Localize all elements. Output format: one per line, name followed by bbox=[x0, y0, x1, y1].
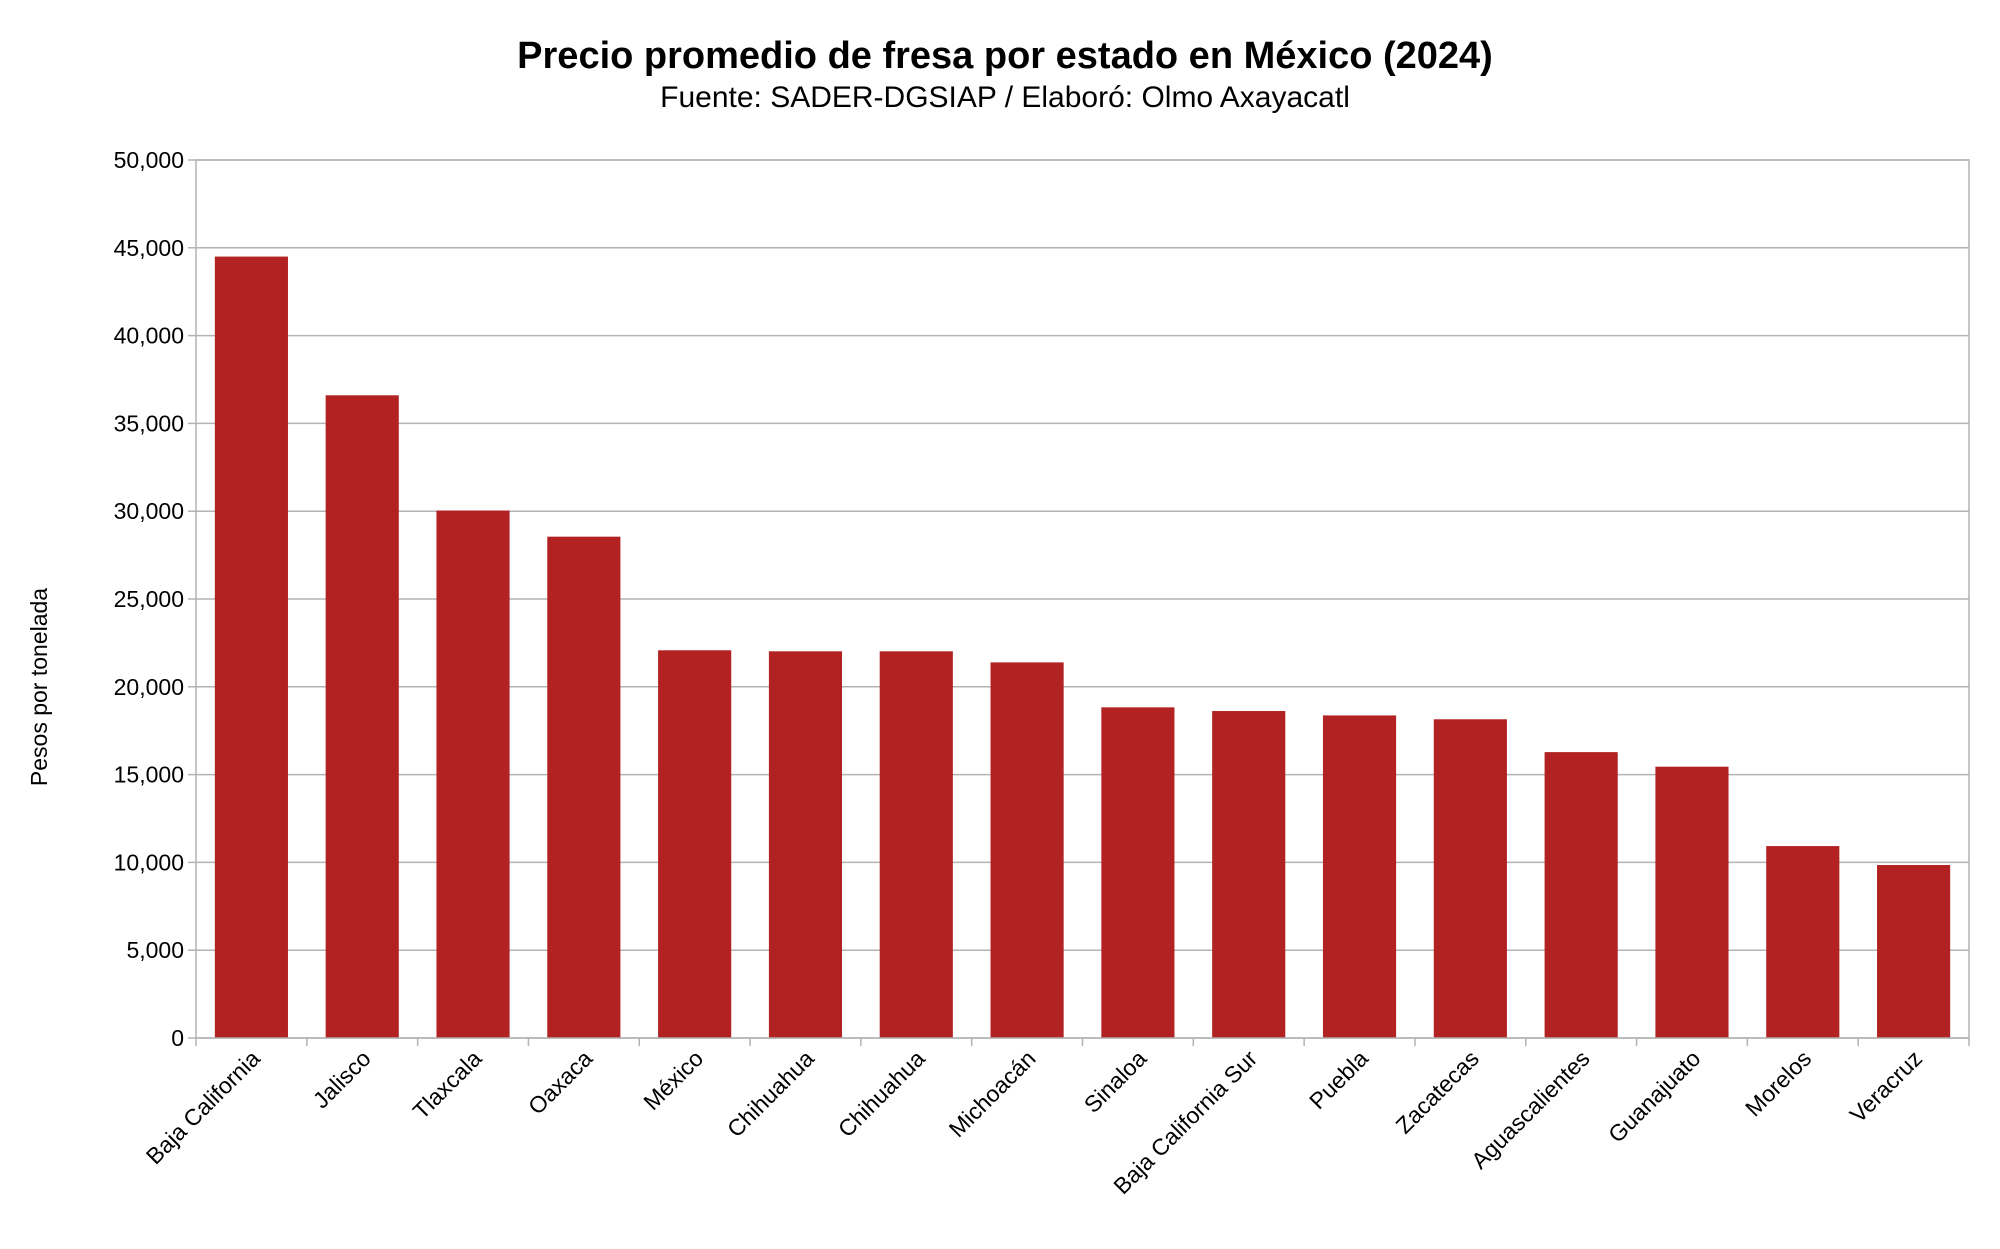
x-tick-label: Jalisco bbox=[308, 1045, 376, 1113]
y-tick-label: 45,000 bbox=[114, 235, 184, 261]
x-tick-label: Baja California bbox=[141, 1045, 265, 1169]
y-tick-label: 50,000 bbox=[114, 147, 184, 173]
bars bbox=[214, 256, 1951, 1039]
y-tick-label: 40,000 bbox=[114, 323, 184, 349]
y-tick-label: 15,000 bbox=[114, 762, 184, 788]
bar bbox=[1877, 865, 1951, 1038]
bar bbox=[214, 256, 288, 1039]
y-axis-label: Pesos por tonelada bbox=[26, 588, 52, 786]
x-tick-label: Zacatecas bbox=[1390, 1045, 1483, 1138]
x-tick-label: Morelos bbox=[1740, 1045, 1816, 1121]
bar bbox=[1212, 711, 1286, 1038]
y-tick-label: 25,000 bbox=[114, 586, 184, 612]
bar bbox=[1766, 846, 1840, 1038]
x-tick-label: Aguascalientes bbox=[1466, 1045, 1595, 1174]
y-tick-label: 0 bbox=[171, 1025, 184, 1051]
x-tick-label: Michoacán bbox=[944, 1045, 1041, 1142]
bar bbox=[325, 395, 399, 1039]
chart-title: Precio promedio de fresa por estado en M… bbox=[517, 35, 1493, 77]
bar bbox=[1655, 766, 1729, 1038]
bar bbox=[658, 650, 732, 1038]
x-tick-label: Guanajuato bbox=[1603, 1045, 1705, 1147]
bar bbox=[1101, 707, 1175, 1038]
bar bbox=[1544, 752, 1618, 1038]
bar bbox=[436, 510, 510, 1039]
x-tick-label: Tlaxcala bbox=[408, 1045, 487, 1124]
y-tick-label: 35,000 bbox=[114, 410, 184, 436]
y-tick-label: 10,000 bbox=[114, 849, 184, 875]
x-tick-label: Oaxaca bbox=[523, 1045, 598, 1120]
x-tick-label: Sinaloa bbox=[1079, 1045, 1152, 1118]
x-tick-label: Chihuahua bbox=[833, 1045, 930, 1142]
bar bbox=[768, 651, 843, 1038]
x-axis-ticks: Baja California Jalisco Tlaxcala Oaxaca Méxi… bbox=[141, 1038, 1970, 1199]
plot-frame bbox=[195, 159, 1970, 1039]
y-axis-ticks: 0 5,000 10,000 15,000 20,000 25,000 30,000 35,0… bbox=[114, 147, 196, 1051]
y-tick-label: 5,000 bbox=[126, 937, 184, 963]
y-tick-label: 30,000 bbox=[114, 498, 184, 524]
bar bbox=[990, 662, 1064, 1038]
chart-subtitle: Fuente: SADER-DGSIAP / Elaboró: Olmo Axa… bbox=[660, 81, 1350, 114]
x-tick-label: México bbox=[638, 1045, 708, 1115]
y-tick-label: 20,000 bbox=[114, 674, 184, 700]
bar bbox=[547, 536, 621, 1038]
bar bbox=[879, 651, 953, 1038]
x-tick-label: Puebla bbox=[1304, 1045, 1373, 1114]
bar bbox=[1322, 715, 1397, 1038]
x-tick-label: Veracruz bbox=[1845, 1045, 1928, 1128]
bar bbox=[1433, 719, 1507, 1038]
x-tick-label: Chihuahua bbox=[722, 1045, 819, 1142]
